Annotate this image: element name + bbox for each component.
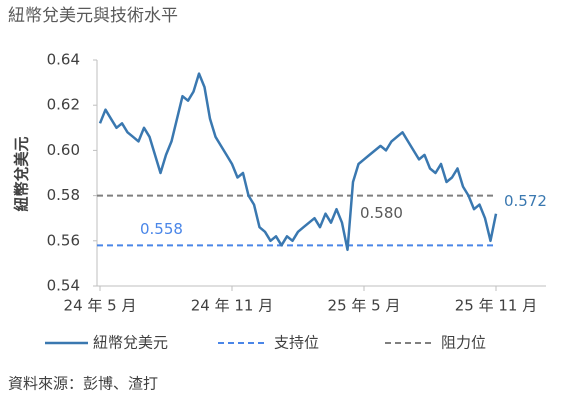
reference-label: 0.580 (360, 204, 403, 222)
end-value-label: 0.572 (504, 192, 547, 210)
y-tick-label: 0.56 (47, 231, 80, 249)
x-tick-label: 24 年 11 月 (191, 297, 273, 315)
chart-title: 紐幣兌美元與技術水平 (8, 6, 178, 26)
y-tick-label: 0.58 (47, 186, 80, 204)
series-line (98, 72, 498, 252)
y-tick-label: 0.60 (47, 141, 80, 159)
y-tick-label: 0.54 (47, 277, 80, 295)
y-axis-label: 紐幣兌美元 (13, 136, 31, 211)
legend-label: 紐幣兌美元 (93, 334, 168, 352)
x-tick-label: 25 年 11 月 (455, 297, 537, 315)
x-tick-label: 25 年 5 月 (328, 297, 401, 315)
y-tick-label: 0.62 (47, 96, 80, 114)
reference-label: 0.558 (140, 220, 183, 238)
source: 資料來源：彭博、渣打 (8, 375, 158, 393)
y-tick-label: 0.64 (47, 51, 80, 69)
legend-label: 阻力位 (441, 334, 486, 352)
legend-label: 支持位 (274, 334, 319, 352)
x-tick-label: 24 年 5 月 (64, 297, 137, 315)
